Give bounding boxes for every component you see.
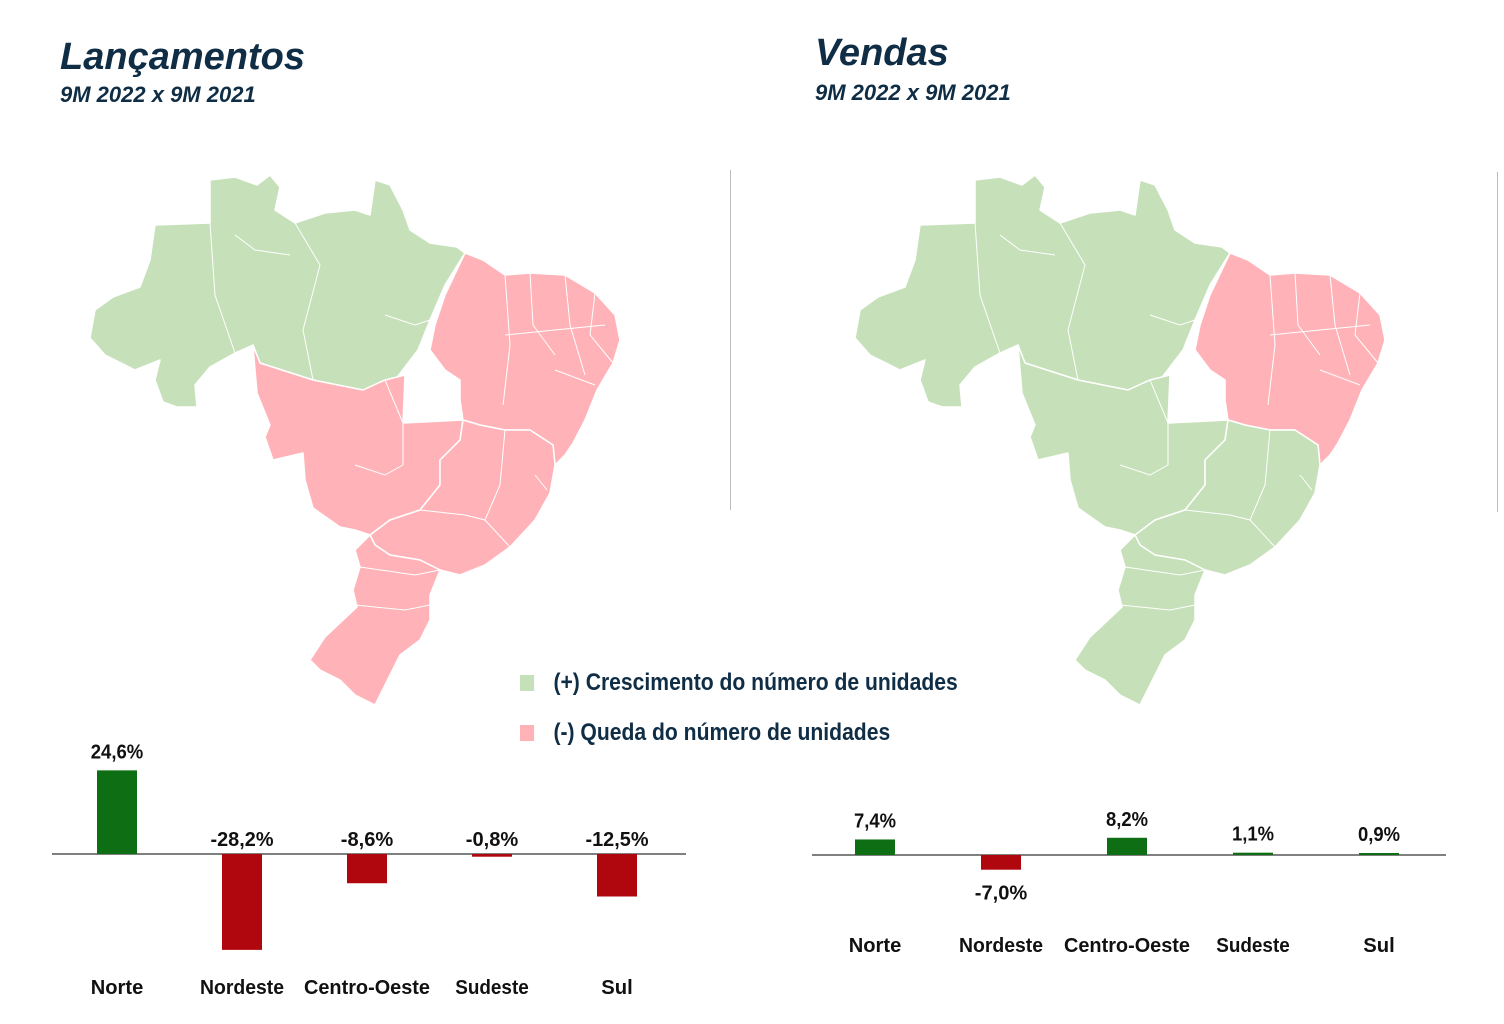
region-nordeste [429, 252, 621, 466]
category-label-centro-oeste: Centro-Oeste [304, 977, 430, 999]
legend-label-growth: (+) Crescimento do número de unidades [553, 669, 958, 696]
center-divider [730, 170, 731, 510]
region-norte [854, 175, 1231, 408]
category-label-nordeste: Nordeste [959, 935, 1043, 957]
legend-swatch-growth [520, 675, 535, 691]
data-label-nordeste: -28,2% [211, 829, 274, 851]
right-title: Vendas [815, 32, 949, 74]
state-border [534, 474, 548, 491]
legend-swatch-decline [520, 725, 535, 741]
state-border [234, 234, 291, 256]
state-border [354, 464, 404, 476]
state-border [419, 509, 511, 548]
bar-norte [97, 770, 137, 854]
state-border [504, 324, 606, 336]
bar-sul [597, 854, 637, 897]
state-border [1354, 292, 1379, 364]
legend-label-decline: (-) Queda do número de unidades [553, 719, 891, 746]
state-border [999, 234, 1056, 256]
legend-item-decline: (-) Queda do número de unidades [520, 708, 978, 758]
bar-sudeste [472, 854, 512, 857]
category-label-sul: Sul [601, 977, 633, 999]
region-shape [369, 419, 556, 576]
brazil-map-lancamentos [89, 175, 621, 706]
state-border [554, 369, 596, 386]
right-divider [1497, 172, 1498, 512]
state-border [564, 274, 586, 376]
region-shape [1134, 419, 1321, 576]
data-label-nordeste: -7,0% [975, 883, 1028, 905]
data-label-centro-oeste: -8,6% [341, 829, 394, 851]
category-label-sul: Sul [1363, 935, 1395, 957]
category-label-centro-oeste: Centro-Oeste [1064, 935, 1190, 957]
state-border [359, 566, 441, 576]
data-label-sudeste: -0,8% [466, 829, 519, 851]
region-shape [309, 534, 441, 706]
right-subtitle: 9M 2022 x 9M 2021 [815, 80, 1011, 105]
bar-centro-oeste [347, 854, 387, 884]
data-label-sul: 0,9% [1358, 824, 1400, 846]
bar-sudeste [1233, 852, 1273, 855]
data-label-norte: 7,4% [854, 810, 896, 832]
region-sul [309, 534, 441, 706]
category-label-nordeste: Nordeste [200, 977, 284, 999]
brazil-map-vendas [854, 175, 1386, 706]
state-border [529, 272, 556, 356]
state-border [1267, 274, 1276, 406]
state-border [1119, 604, 1196, 611]
category-label-norte: Norte [91, 977, 144, 999]
state-border [974, 222, 1001, 354]
left-subtitle: 9M 2022 x 9M 2021 [60, 82, 256, 107]
state-border [1124, 566, 1206, 576]
state-border [209, 222, 236, 354]
data-label-sul: -12,5% [586, 829, 649, 851]
region-norte [89, 175, 466, 408]
region-sudeste [1134, 419, 1321, 576]
region-nordeste [1194, 252, 1386, 466]
state-border [234, 352, 255, 371]
category-label-sudeste: Sudeste [1216, 935, 1290, 957]
data-label-centro-oeste: 8,2% [1106, 809, 1148, 831]
region-sul [1074, 534, 1206, 706]
region-shape [1194, 252, 1386, 466]
state-border [384, 314, 431, 326]
legend: (+) Crescimento do número de unidades (-… [520, 658, 978, 758]
state-border [1167, 419, 1226, 424]
category-label-norte: Norte [849, 935, 902, 957]
region-shape [429, 252, 621, 466]
legend-item-growth: (+) Crescimento do número de unidades [520, 658, 978, 708]
left-title: Lançamentos [60, 36, 305, 78]
state-border [1249, 429, 1271, 521]
data-label-sudeste: 1,1% [1232, 824, 1274, 846]
bar-nordeste [222, 854, 262, 950]
state-border [1149, 314, 1196, 326]
region-sudeste [369, 419, 556, 576]
state-border [1299, 474, 1313, 491]
state-border [502, 274, 511, 406]
state-border [1119, 464, 1169, 476]
state-border [1184, 509, 1276, 548]
state-border [354, 604, 431, 611]
bar-centro-oeste [1107, 837, 1147, 855]
bar-sul [1359, 853, 1399, 855]
state-border [999, 352, 1020, 371]
state-border [1319, 369, 1361, 386]
state-border [1329, 274, 1351, 376]
state-border [1059, 222, 1086, 381]
state-border [294, 222, 321, 381]
state-border [1269, 324, 1371, 336]
state-border [589, 292, 614, 364]
region-shape [89, 175, 466, 408]
chart-vendas: 7,4% Norte -7,0% Nordeste 8,2% Centro-Oeste 1,… [812, 809, 1446, 957]
region-shape [1074, 534, 1206, 706]
state-border [1294, 272, 1321, 356]
bar-norte [855, 839, 895, 855]
data-label-norte: 24,6% [91, 741, 144, 763]
state-border [402, 419, 461, 424]
state-border [484, 429, 506, 521]
region-shape [854, 175, 1231, 408]
category-label-sudeste: Sudeste [455, 977, 529, 999]
bar-nordeste [981, 855, 1021, 870]
chart-lancamentos: 24,6% Norte -28,2% Nordeste -8,6% Centro-Oest… [52, 741, 686, 999]
